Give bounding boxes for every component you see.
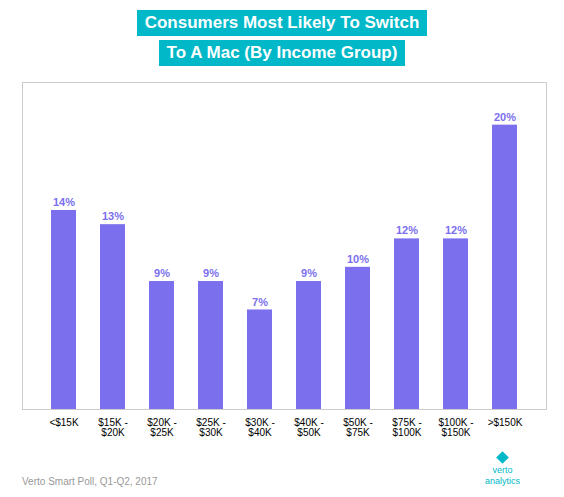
html-text:To A Mac (By Income Group): To A Mac (By Income Group) [166,43,398,62]
svg-text:10%: 10% [347,253,369,265]
html-text:Consumers Most Likely To Switc: Consumers Most Likely To Switch [144,13,420,32]
svg-text:12%: 12% [445,224,467,236]
svg-text:14%: 14% [53,196,75,208]
svg-text:$50K -$75K: $50K -$75K [343,417,372,438]
svg-text:$25K -$30K: $25K -$30K [196,417,225,438]
svg-text:$20K -$25K: $20K -$25K [147,417,176,438]
svg-text:$30K -$40K: $30K -$40K [245,417,274,438]
svg-text:$15K -$20K: $15K -$20K [98,417,127,438]
svg-text:20%: 20% [494,111,516,123]
svg-text:$40K -$50K: $40K -$50K [294,417,323,438]
svg-text:7%: 7% [252,295,268,307]
svg-text:$100K -$150K: $100K -$150K [438,417,473,438]
svg-text:13%: 13% [102,210,124,222]
svg-text:>$150K: >$150K [488,417,523,428]
svg-text:9%: 9% [154,267,170,279]
svg-text:<$15K: <$15K [49,417,79,428]
svg-text:$75K -$100K: $75K -$100K [392,417,422,438]
html-text:Verto Smart Poll, Q1-Q2, 2017: Verto Smart Poll, Q1-Q2, 2017 [22,476,158,487]
html-text:verto analytics: verto analytics [485,465,520,487]
svg-text:9%: 9% [301,267,317,279]
svg-text:12%: 12% [396,224,418,236]
svg-text:9%: 9% [203,267,219,279]
